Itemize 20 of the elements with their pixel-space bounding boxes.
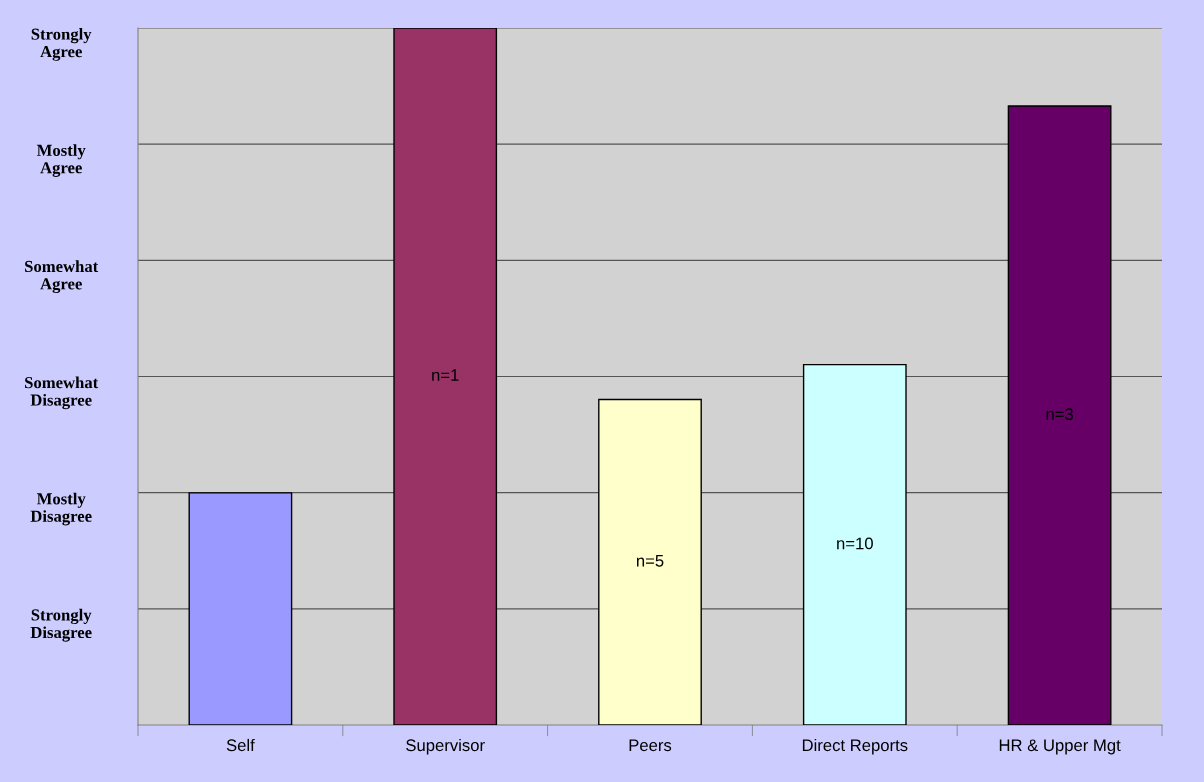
annotation: n=1 [432,369,459,381]
text: Strongly Disagree [30,608,92,642]
text: Mostly Agree [36,144,86,177]
annotation: n=5 [636,555,664,567]
x-tick-label: Peers [629,739,672,752]
bar [598,398,702,725]
annotation: n=3 [1046,408,1073,421]
x-tick-label: Supervisor [406,738,485,755]
bar [1007,105,1112,725]
bar [188,492,293,725]
annotation: n=10 [837,537,873,550]
text: Somewhat Disagree [25,376,99,410]
bar [802,363,907,725]
x-tick-label: HR & Upper Mgt [999,739,1121,755]
text: Mostly Disagree [30,492,92,526]
text: Somewhat Agree [25,260,99,294]
bar [393,28,498,725]
text: Strongly Agree [31,28,92,61]
x-tick-label: Direct Reports [802,738,908,755]
x-tick-label: Self [226,738,255,752]
